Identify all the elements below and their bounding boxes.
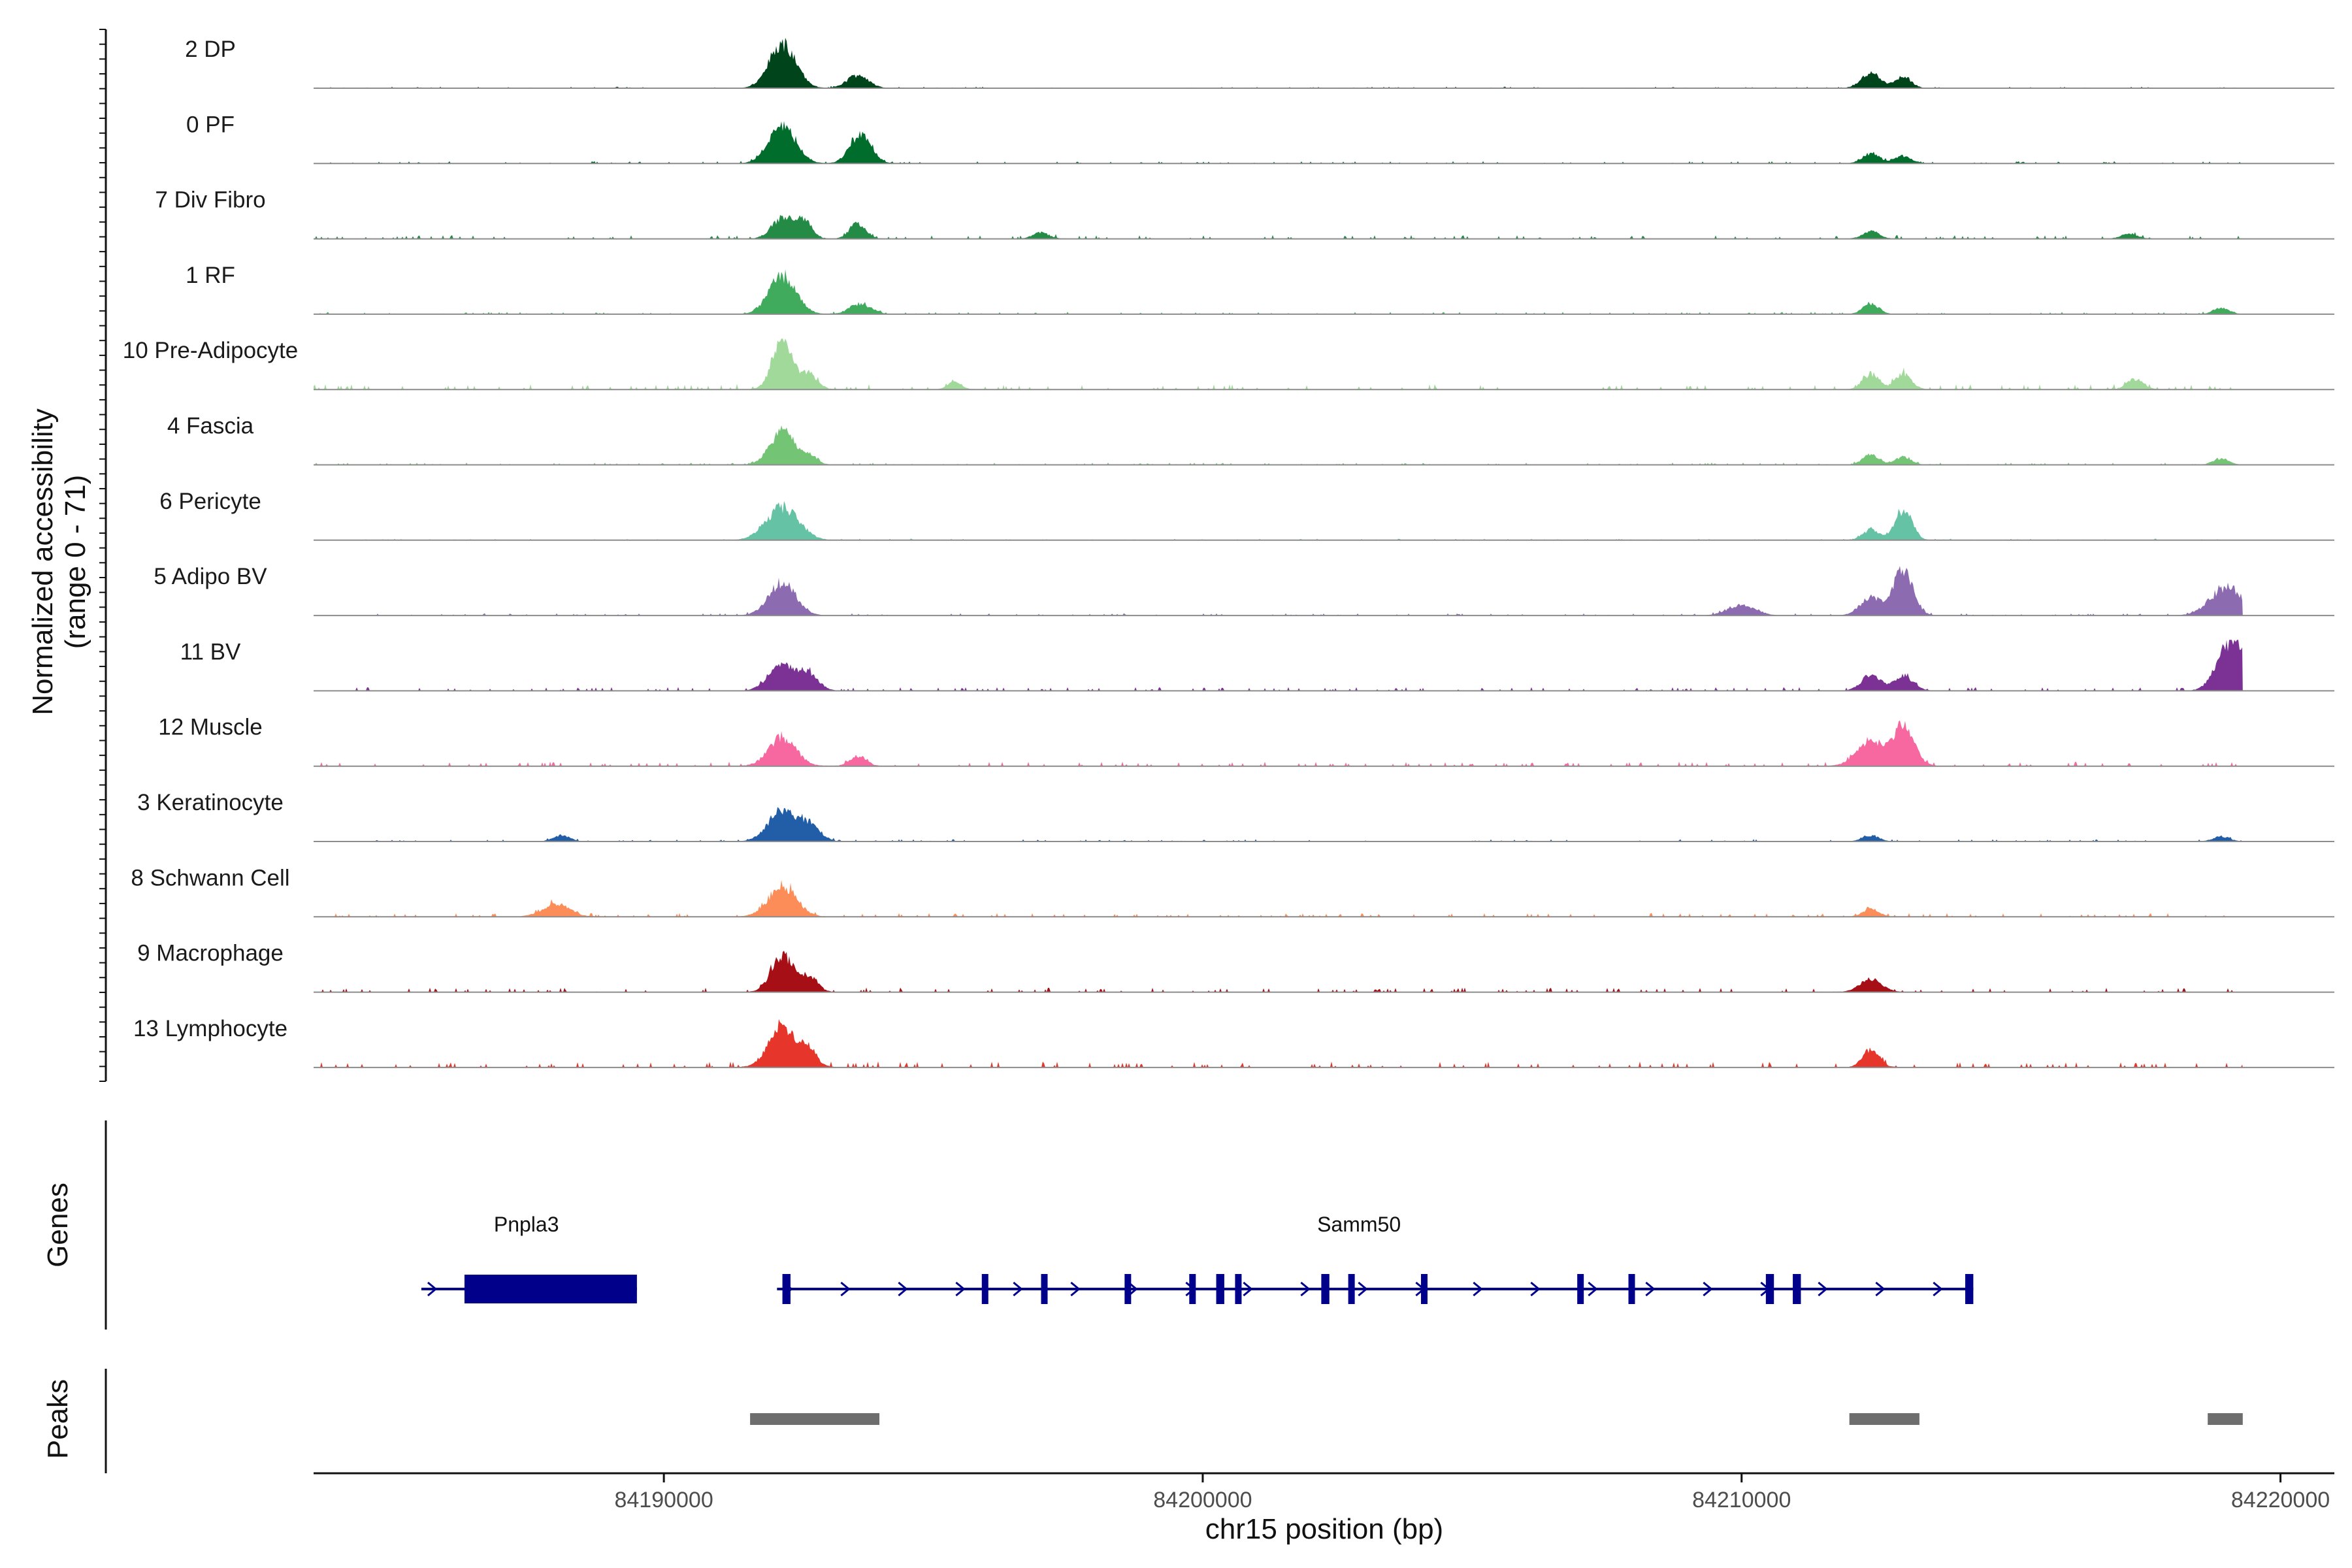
coverage-area [314,269,2243,314]
track-label: 6 Pericyte [159,489,261,514]
gene-exon [1577,1274,1584,1304]
peaks-panel [105,1369,2243,1473]
gene-exon [1041,1274,1048,1304]
peaks-panel-label: Peaks [42,1379,74,1459]
strand-arrow [427,1281,438,1297]
peak-region [1849,1413,1919,1425]
x-axis-title: chr15 position (bp) [1205,1513,1443,1545]
coverage-area [314,37,2243,88]
strand-arrow [1128,1281,1138,1297]
coverage-area [314,500,2243,540]
track-label: 5 Adipo BV [154,564,267,589]
gene-exon [1348,1274,1355,1304]
strand-arrow [898,1281,908,1297]
strand-arrow [1875,1281,1886,1297]
y-axis-title: Normalized accessibility [27,408,59,715]
coverage-area [314,566,2243,616]
peak-region [2208,1413,2243,1425]
coverage-y-axis [99,29,107,1082]
strand-arrow [1070,1281,1081,1297]
gene-name-label: Pnpla3 [494,1213,559,1236]
coverage-area [314,1019,2243,1068]
peak-region [750,1413,880,1425]
gene-exon [1628,1274,1635,1304]
track-label: 0 PF [186,112,235,137]
strand-arrow [1645,1281,1656,1297]
coverage-area [314,425,2243,465]
gene-exon [1420,1274,1428,1304]
x-tick-label: 84200000 [1153,1488,1252,1512]
coverage-area [314,640,2243,691]
coverage-area [314,879,2243,917]
gene-name-label: Samm50 [1317,1213,1401,1236]
strand-arrow [1703,1281,1713,1297]
x-tick-label: 84190000 [614,1488,713,1512]
gene-exon [1124,1274,1132,1304]
coverage-area [314,215,2243,239]
track-label: 2 DP [185,37,236,62]
gene-exon [1965,1274,1974,1304]
gene-exon [981,1274,988,1304]
gene-exon [1793,1274,1801,1304]
strand-arrow [1473,1281,1483,1297]
genes-panel-label: Genes [42,1183,74,1267]
strand-arrow [1588,1281,1598,1297]
gene-annotation-panel: Pnpla3 Samm50 [105,1120,1974,1330]
x-axis: 84190000 84200000 84210000 84220000 [314,1472,2334,1512]
strand-arrow [1243,1281,1253,1297]
coverage-area [314,338,2243,390]
y-axis-range-label: (range 0 - 71) [59,475,91,649]
track-label: 4 Fascia [167,414,254,439]
gene-exon [1321,1274,1330,1304]
strand-arrow [1818,1281,1828,1297]
gene-exon [1765,1274,1774,1304]
gene-exon [782,1274,791,1304]
track-label: 9 Macrophage [137,941,284,966]
strand-arrow [955,1281,966,1297]
track-label: 7 Div Fibro [155,188,265,213]
track-label: 10 Pre-Adipocyte [123,338,298,363]
coverage-area [314,121,2243,164]
coverage-tracks: 2 DP 0 PF 7 Div Fibro 1 RF 10 Pre-Adipocyte 4… [123,37,2334,1068]
gene-exon [464,1275,637,1303]
gene-exon [1216,1274,1224,1304]
track-label: 12 Muscle [158,715,263,740]
strand-arrow [1358,1281,1368,1297]
coverage-area [314,720,2243,766]
x-tick-label: 84220000 [2231,1488,2330,1512]
gene-exon [1189,1274,1196,1304]
track-label: 1 RF [186,263,235,288]
x-tick-label: 84210000 [1692,1488,1791,1512]
track-label: 3 Keratinocyte [137,790,284,815]
strand-arrow [1933,1281,1943,1297]
strand-arrow [1530,1281,1541,1297]
gene-exon [1235,1274,1242,1304]
track-label: 13 Lymphocyte [133,1016,287,1041]
strand-arrow [840,1281,851,1297]
track-label: 11 BV [180,639,241,664]
coverage-area [314,951,2243,992]
strand-arrow [1300,1281,1311,1297]
coverage-area [314,807,2243,841]
track-label: 8 Schwann Cell [131,865,289,890]
strand-arrow [1013,1281,1023,1297]
